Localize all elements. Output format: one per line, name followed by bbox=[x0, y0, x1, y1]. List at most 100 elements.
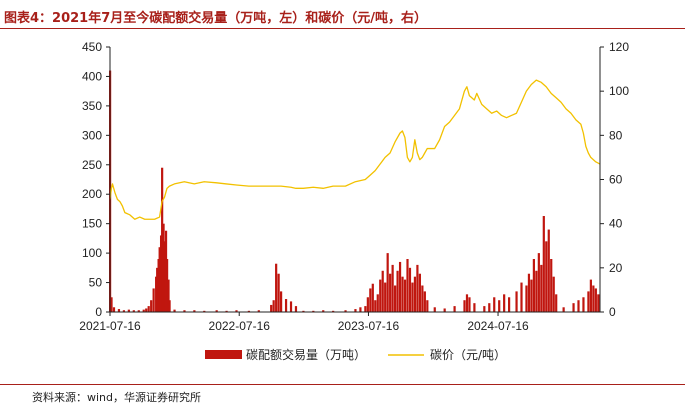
volume-bar bbox=[498, 300, 501, 312]
left-tick-label: 150 bbox=[82, 217, 102, 231]
volume-bar bbox=[147, 306, 150, 312]
chart-svg: 0 50 100 150 200 250 300 350 400 450 0 20 40 60 80 100 1… bbox=[79, 40, 629, 362]
volume-bar bbox=[203, 310, 206, 312]
volume-bar bbox=[384, 282, 387, 312]
volume-bar bbox=[550, 259, 553, 312]
title-rule bbox=[0, 28, 685, 29]
legend-bar-swatch bbox=[205, 350, 242, 359]
volume-bar bbox=[540, 264, 543, 312]
volume-bar bbox=[423, 291, 426, 312]
volume-bar bbox=[530, 279, 533, 312]
volume-bar bbox=[132, 310, 135, 312]
chart-axes: 0 50 100 150 200 250 300 350 400 450 0 20 40 60 80 100 1… bbox=[79, 40, 629, 333]
volume-bar bbox=[166, 259, 169, 312]
volume-bar bbox=[280, 291, 283, 312]
volume-bar bbox=[122, 310, 126, 312]
volume-bar bbox=[587, 291, 590, 312]
x-tick-label: 2022-07-16 bbox=[209, 319, 271, 333]
volume-bar bbox=[391, 264, 394, 312]
volume-bar bbox=[163, 241, 166, 312]
volume-bar bbox=[366, 297, 369, 312]
volume-bar bbox=[418, 273, 421, 312]
left-tick-label: 400 bbox=[82, 69, 102, 83]
volume-bar bbox=[532, 259, 535, 312]
source-note: 资料来源：wind，华源证券研究所 bbox=[32, 391, 202, 404]
volume-bar bbox=[270, 304, 273, 312]
bar-series bbox=[109, 70, 600, 312]
volume-bar bbox=[359, 307, 362, 312]
volume-bar bbox=[398, 261, 402, 312]
volume-bar bbox=[465, 294, 469, 312]
volume-bar bbox=[127, 309, 130, 312]
chart-legend: 碳配额交易量（万吨） 碳价（元/吨） bbox=[205, 347, 506, 362]
price-line bbox=[109, 79, 601, 220]
volume-bar bbox=[247, 310, 250, 312]
legend-bar-label: 碳配额交易量（万吨） bbox=[246, 347, 366, 362]
x-tick-label: 2021-07-16 bbox=[79, 319, 141, 333]
x-tick-label: 2024-07-16 bbox=[467, 319, 529, 333]
volume-bar bbox=[545, 241, 548, 312]
volume-bar bbox=[354, 309, 357, 312]
volume-bar bbox=[483, 306, 486, 312]
volume-bar bbox=[371, 283, 374, 312]
volume-bar bbox=[275, 263, 278, 312]
volume-bar bbox=[453, 306, 456, 312]
volume-bar bbox=[374, 300, 377, 312]
volume-bar bbox=[463, 300, 466, 312]
right-tick-label: 80 bbox=[609, 128, 623, 142]
volume-bar bbox=[416, 264, 419, 312]
volume-bar bbox=[386, 253, 389, 312]
right-tick-label: 120 bbox=[609, 40, 629, 54]
left-tick-label: 200 bbox=[82, 187, 102, 201]
volume-bar bbox=[408, 267, 412, 312]
volume-bar bbox=[173, 309, 176, 312]
volume-bar bbox=[145, 308, 148, 312]
volume-bar bbox=[473, 303, 476, 312]
volume-bar bbox=[193, 310, 196, 312]
volume-bar bbox=[555, 294, 558, 312]
right-tick-label: 40 bbox=[609, 217, 623, 231]
volume-bar bbox=[137, 310, 140, 312]
volume-bar bbox=[142, 309, 145, 312]
volume-bar bbox=[302, 310, 305, 312]
volume-bar bbox=[376, 294, 379, 312]
volume-bar bbox=[413, 276, 417, 312]
left-tick-label: 100 bbox=[82, 246, 102, 260]
figure-title: 图表4：2021年7月至今碳配额交易量（万吨，左）和碳价（元/吨，右） bbox=[4, 11, 428, 26]
left-tick-label: 450 bbox=[82, 40, 102, 54]
volume-bar bbox=[594, 288, 597, 312]
volume-bar bbox=[401, 276, 404, 312]
volume-bar bbox=[277, 273, 280, 312]
right-tick-label: 0 bbox=[609, 305, 616, 319]
volume-bar bbox=[152, 288, 155, 312]
volume-bar bbox=[552, 276, 555, 312]
volume-bar bbox=[167, 279, 170, 312]
volume-bar bbox=[332, 310, 335, 312]
volume-bar bbox=[592, 285, 595, 312]
volume-bar bbox=[535, 270, 538, 312]
volume-bar bbox=[421, 285, 424, 312]
volume-bar bbox=[488, 303, 491, 312]
volume-bar bbox=[403, 279, 407, 312]
volume-bar bbox=[582, 297, 585, 312]
volume-bar bbox=[289, 301, 293, 312]
volume-bar bbox=[294, 306, 298, 312]
volume-bar bbox=[110, 297, 113, 312]
volume-bar bbox=[150, 300, 153, 312]
volume-bar bbox=[406, 259, 409, 312]
volume-bar bbox=[369, 288, 372, 312]
volume-bar bbox=[433, 307, 436, 312]
x-tick-label: 2023-07-16 bbox=[338, 319, 400, 333]
volume-bar bbox=[364, 306, 367, 312]
volume-bar bbox=[235, 310, 238, 312]
volume-bar bbox=[272, 300, 275, 312]
left-tick-label: 0 bbox=[95, 305, 102, 319]
right-tick-label: 60 bbox=[609, 173, 623, 187]
volume-bar bbox=[112, 307, 116, 312]
volume-bar bbox=[468, 297, 471, 312]
volume-bar bbox=[161, 167, 164, 312]
volume-bar bbox=[379, 279, 382, 312]
legend-line-label: 碳价（元/吨） bbox=[430, 348, 506, 362]
volume-bar bbox=[443, 308, 446, 312]
volume-bar bbox=[183, 310, 186, 312]
